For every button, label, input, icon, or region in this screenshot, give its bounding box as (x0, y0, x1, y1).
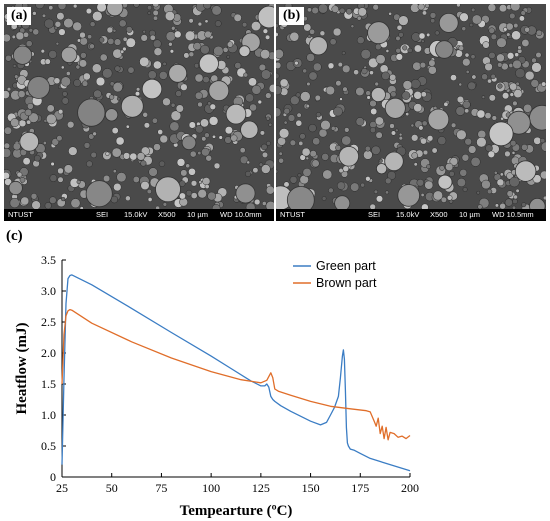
x-tick-label: 25 (56, 481, 68, 495)
series-line-brown-part (61, 308, 411, 441)
sem-micrograph-b: (b) NTUST SEI 15.0kV X500 10 µm WD 10.5m… (276, 4, 546, 221)
y-tick-label: 3.5 (41, 253, 56, 267)
x-tick-label: 150 (302, 481, 320, 495)
panel-a-label: (a) (7, 7, 32, 25)
sem-texture-a (4, 4, 274, 209)
sem-voltage-a: 15.0kV (124, 210, 148, 219)
sem-wd-a: WD 10.0mm (220, 210, 262, 219)
y-axis-label: Heatflow (mJ) (14, 322, 30, 414)
legend-label: Green part (316, 259, 376, 273)
x-tick-label: 50 (106, 481, 118, 495)
sem-mode-a: SEI (96, 210, 109, 219)
sem-info-bar-a: NTUST SEI 15.0kV X500 10 µm WD 10.0mm (4, 209, 274, 221)
y-tick-label: 3.0 (41, 284, 56, 298)
y-tick-label: 2.5 (41, 315, 56, 329)
y-tick-label: 0 (50, 470, 56, 484)
sem-micrograph-a: (a) NTUST SEI 15.0kV X500 10 µm WD 10.0m… (4, 4, 274, 221)
sem-info-bar-b: NTUST SEI 15.0kV X500 10 µm WD 10.5mm (276, 209, 546, 221)
sem-voltage-b: 15.0kV (396, 210, 420, 219)
panel-c-label: (c) (6, 228, 23, 244)
y-tick-label: 1.5 (41, 377, 56, 391)
chart-series-layer (61, 274, 411, 472)
sem-org-b: NTUST (280, 210, 305, 219)
sem-scale-a: 10 µm (187, 210, 208, 219)
sem-org-a: NTUST (8, 210, 33, 219)
sem-mag-a: X500 (158, 210, 176, 219)
x-tick-label: 75 (155, 481, 167, 495)
chart-axes: 25 50 75 100 125 150 175 200 0 0.5 1.0 1.5 2.0 2.5 3.0… (41, 253, 419, 495)
heatflow-chart: 25 50 75 100 125 150 175 200 0 0.5 1.0 1.5 2.0 2.5 3.0… (14, 253, 419, 519)
panel-b-label: (b) (279, 7, 305, 25)
y-tick-label: 2.0 (41, 346, 56, 360)
x-tick-label: 125 (252, 481, 270, 495)
sem-wd-b: WD 10.5mm (492, 210, 534, 219)
y-tick-label: 1.0 (41, 408, 56, 422)
legend-label: Brown part (316, 276, 377, 290)
x-tick-label: 175 (351, 481, 369, 495)
x-tick-label: 100 (202, 481, 220, 495)
sem-texture-b (276, 4, 546, 209)
chart-legend: Green part Brown part (293, 259, 377, 290)
x-tick-label: 200 (401, 481, 419, 495)
sem-mag-b: X500 (430, 210, 448, 219)
series-line-green-part (61, 274, 411, 472)
sem-scale-b: 10 µm (459, 210, 480, 219)
sem-mode-b: SEI (368, 210, 381, 219)
y-tick-label: 0.5 (41, 439, 56, 453)
x-axis-label: Tempearture (ºC) (180, 503, 293, 519)
